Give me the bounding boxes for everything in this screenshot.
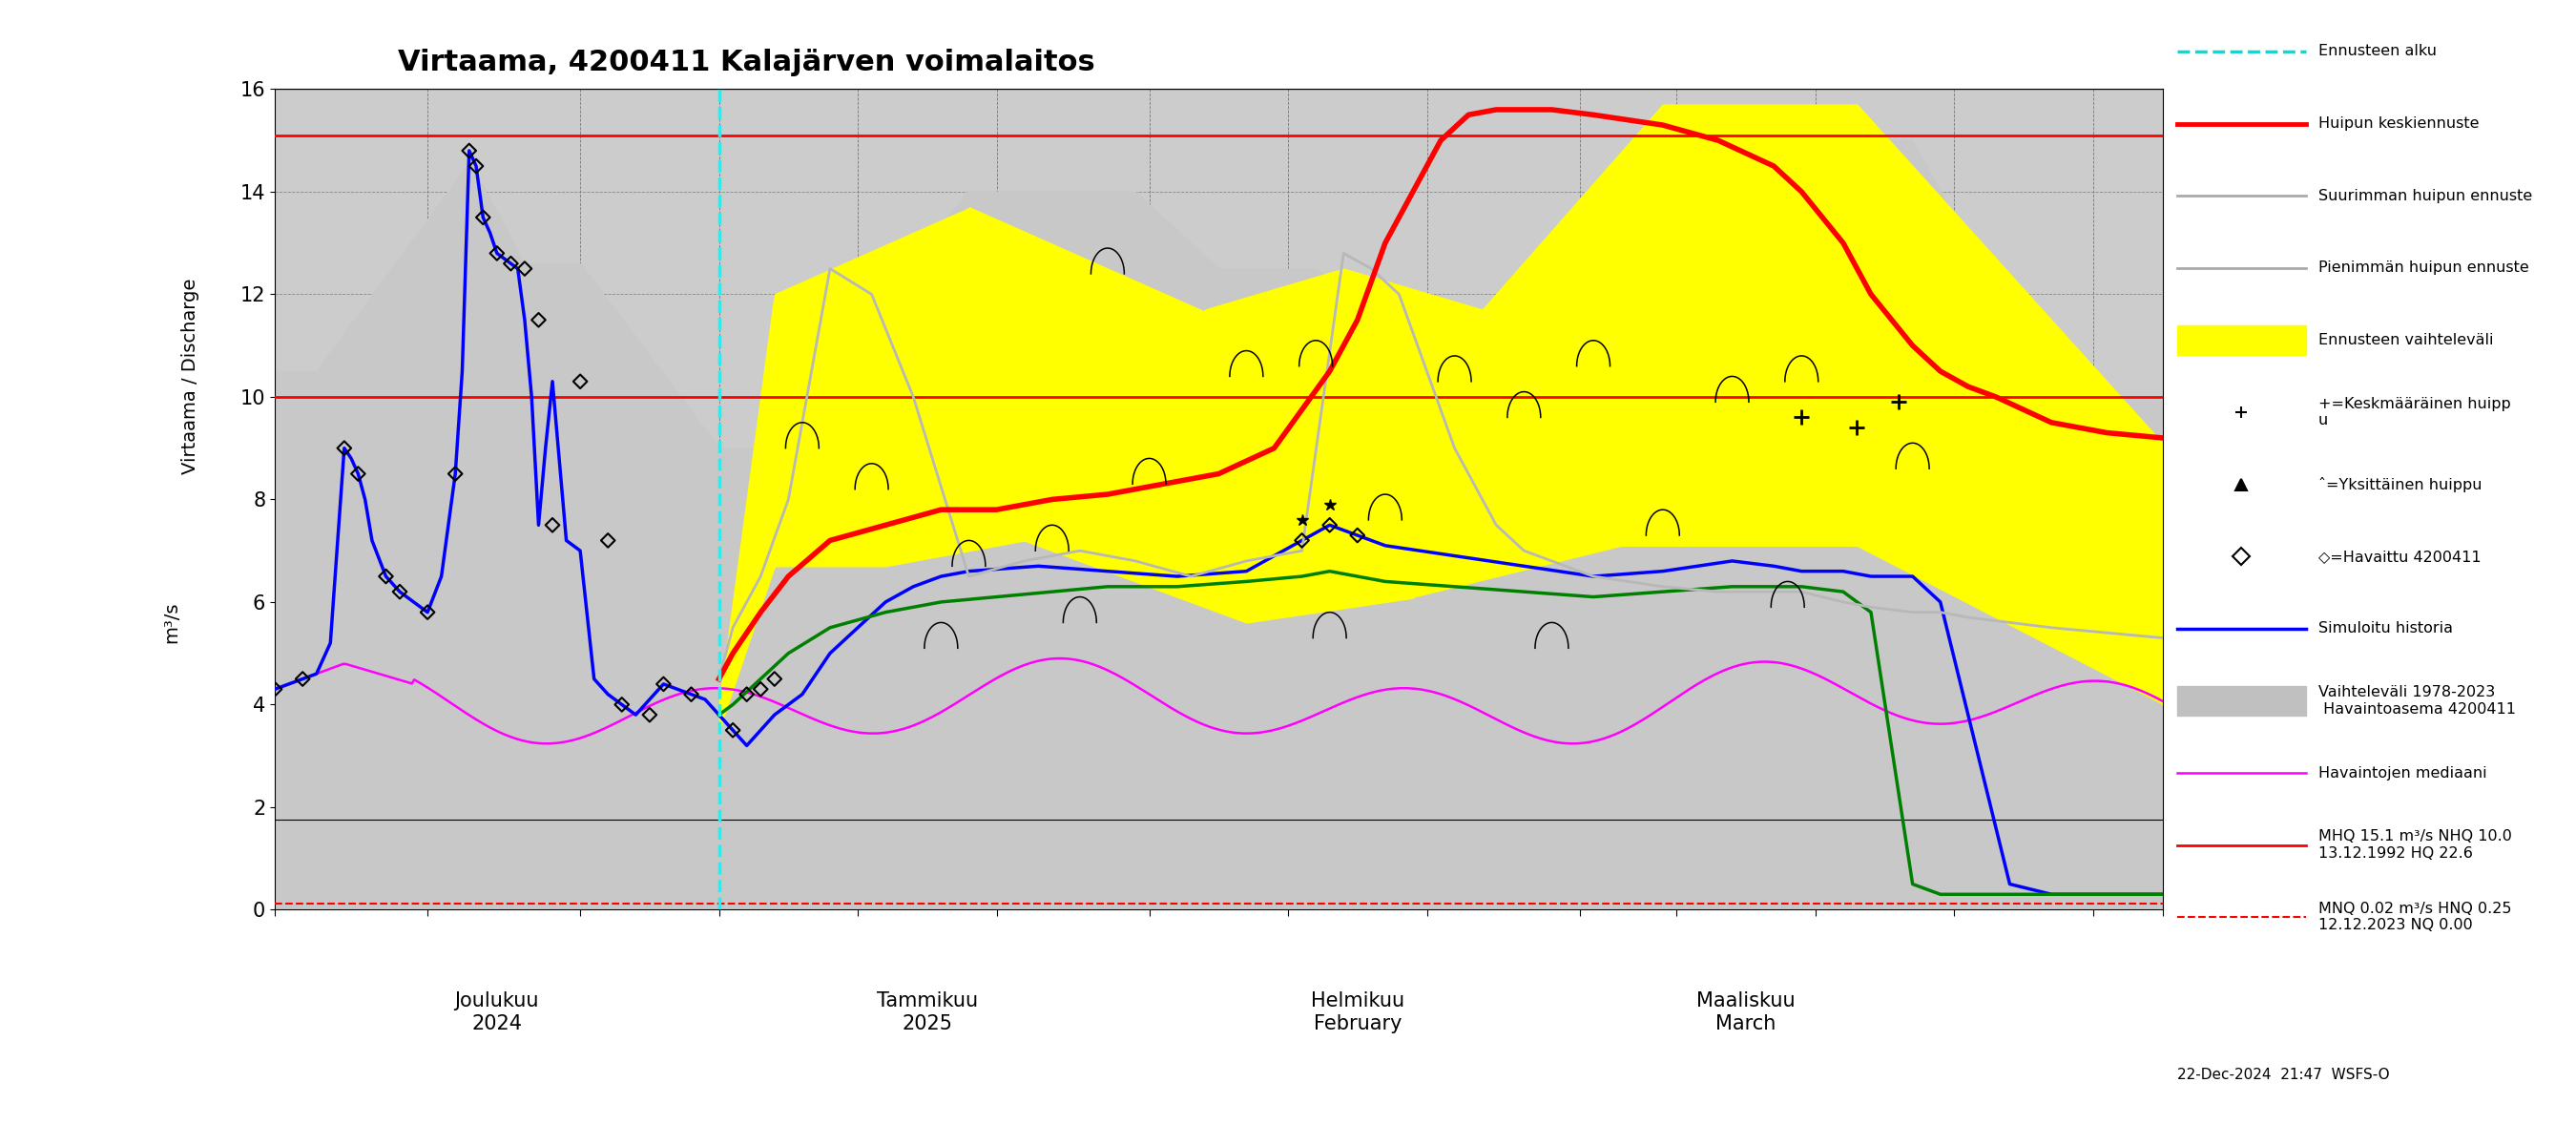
Point [489, 254, 531, 273]
Text: Huipun keskiennuste: Huipun keskiennuste [2318, 117, 2478, 131]
Text: Virtaama / Discharge: Virtaama / Discharge [180, 278, 198, 474]
Text: MHQ 15.1 m³/s NHQ 10.0
13.12.1992 HQ 22.6: MHQ 15.1 m³/s NHQ 10.0 13.12.1992 HQ 22.… [2318, 830, 2512, 861]
Point [670, 685, 711, 703]
Point [505, 260, 546, 278]
Point [755, 670, 796, 688]
Text: Pienimmän huipun ennuste: Pienimmän huipun ennuste [2318, 261, 2530, 275]
Text: +​=Keskmääräinen huipp
u: +​=Keskmääräinen huipp u [2318, 397, 2512, 428]
Point [435, 465, 477, 483]
Text: Virtaama, 4200411 Kalajärven voimalaitos: Virtaama, 4200411 Kalajärven voimalaitos [397, 48, 1095, 77]
Point [587, 531, 629, 550]
Point [1280, 531, 1321, 550]
Text: m³/s: m³/s [162, 602, 180, 643]
Point [477, 244, 518, 262]
Point [644, 674, 685, 693]
Point [325, 439, 366, 457]
Text: Simuloitu historia: Simuloitu historia [2318, 622, 2452, 635]
Point [531, 516, 572, 535]
Point [739, 680, 781, 698]
Text: Joulukuu
2024: Joulukuu 2024 [456, 992, 538, 1033]
Text: MNQ 0.02 m³/s HNQ 0.25
12.12.2023 NQ 0.00: MNQ 0.02 m³/s HNQ 0.25 12.12.2023 NQ 0.0… [2318, 902, 2512, 932]
Point [711, 721, 752, 740]
Point [456, 157, 497, 175]
Point [337, 465, 379, 483]
Point [1309, 516, 1350, 535]
Text: ˆ=Yksittäinen huippu: ˆ=Yksittäinen huippu [2318, 476, 2483, 492]
Text: Ennusteen vaihteleväli: Ennusteen vaihteleväli [2318, 333, 2494, 347]
Point [379, 583, 420, 601]
Point [366, 567, 407, 585]
Text: Havaintojen mediaani: Havaintojen mediaani [2318, 766, 2486, 780]
Text: Helmikuu
February: Helmikuu February [1311, 992, 1404, 1033]
Point [464, 208, 505, 227]
Point [281, 670, 322, 688]
Point [518, 310, 559, 329]
Point [629, 705, 670, 724]
Point [1337, 527, 1378, 545]
Text: Maaliskuu
March: Maaliskuu March [1698, 992, 1795, 1033]
Text: Vaihteleväli 1978-2023
 Havaintoasema 4200411: Vaihteleväli 1978-2023 Havaintoasema 420… [2318, 685, 2517, 717]
Point [600, 695, 641, 713]
Point [407, 603, 448, 622]
Text: ◇=Havaittu 4200411: ◇=Havaittu 4200411 [2318, 550, 2481, 563]
Text: Suurimman huipun ennuste: Suurimman huipun ennuste [2318, 189, 2532, 203]
Text: 22-Dec-2024  21:47  WSFS-O: 22-Dec-2024 21:47 WSFS-O [2177, 1067, 2388, 1082]
Point [559, 372, 600, 390]
Point [255, 680, 296, 698]
Point [726, 685, 768, 703]
Point [448, 142, 489, 160]
Text: Ennusteen alku: Ennusteen alku [2318, 45, 2437, 58]
Text: Tammikuu
2025: Tammikuu 2025 [876, 992, 979, 1033]
